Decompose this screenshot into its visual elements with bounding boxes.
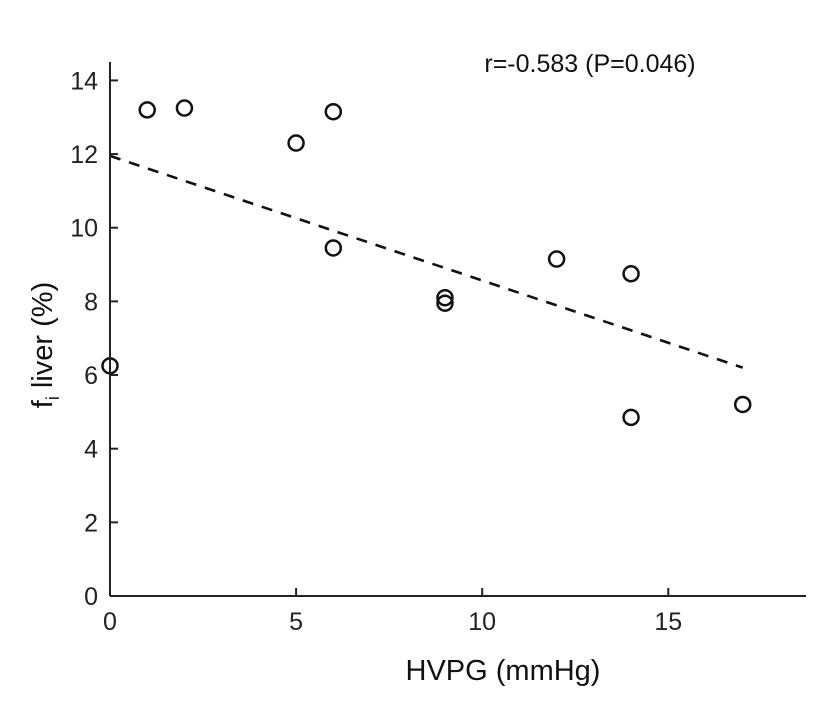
correlation-annotation: r=-0.583 (P=0.046) [484,50,695,78]
y-tick-label: 6 [84,362,98,390]
data-point [324,102,343,121]
y-tick-label: 2 [84,509,98,537]
plot-area [101,99,752,427]
trend-line [109,154,744,369]
data-point [622,408,640,427]
y-axis-ticks: 0 2 4 6 8 10 12 14 [70,67,118,611]
x-tick-label: 15 [654,608,682,636]
y-axis-title-subscript: i [43,396,63,400]
y-tick-label: 8 [84,288,98,316]
x-tick-label: 0 [103,608,117,636]
data-point [138,101,156,119]
y-tick-label: 4 [84,436,98,464]
y-axis-title-main: f [27,399,59,408]
data-point [436,288,454,307]
data-point [324,239,343,257]
x-tick-label: 5 [289,608,303,636]
data-point [622,265,640,283]
data-point [547,250,566,268]
data-point [436,294,454,312]
x-axis-ticks: 0 5 10 15 [103,588,682,636]
y-tick-label: 0 [84,583,98,611]
x-tick-label: 10 [468,608,496,636]
y-axis-title: fi liver (%) [27,282,63,408]
y-tick-label: 10 [70,215,98,243]
x-axis-title: HVPG (mmHg) [406,655,601,687]
y-tick-label: 12 [70,141,98,169]
data-point [287,134,305,152]
data-point [733,395,752,414]
y-tick-label: 14 [70,67,98,95]
data-point [175,99,194,117]
y-axis-title-rest: liver (%) [27,282,59,396]
